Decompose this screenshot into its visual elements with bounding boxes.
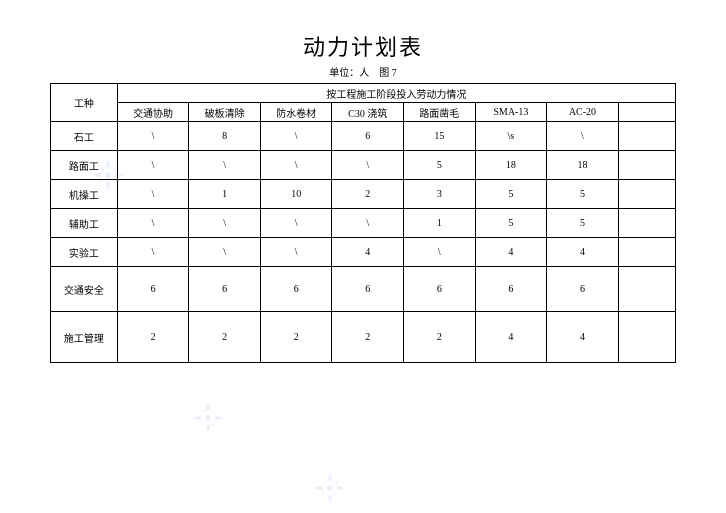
cell: \ (260, 238, 332, 267)
cell: 6 (332, 122, 404, 151)
subtitle-fig: 图 7 (379, 68, 397, 79)
header-merged: 按工程施工阶段投入劳动力情况 (117, 84, 675, 103)
subtitle-unit: 单位：人 (329, 68, 369, 79)
cell: \ (189, 238, 261, 267)
cell: \ (117, 238, 189, 267)
cell: \ (117, 151, 189, 180)
cell: 3 (404, 180, 476, 209)
cell: 6 (404, 267, 476, 312)
cell: \ (117, 180, 189, 209)
phase-header: 路面凿毛 (404, 103, 476, 122)
row-name: 交通安全 (51, 267, 118, 312)
cell-empty (618, 267, 675, 312)
row-name: 实验工 (51, 238, 118, 267)
cell: \ (404, 238, 476, 267)
cell: 18 (547, 151, 619, 180)
cell: 8 (189, 122, 261, 151)
cell: \ (117, 122, 189, 151)
page-title: 动力计划表 (50, 30, 676, 62)
phase-header: C30 浇筑 (332, 103, 404, 122)
cell: 6 (332, 267, 404, 312)
cell: \ (117, 209, 189, 238)
phase-header-empty (618, 103, 675, 122)
cell: \ (547, 122, 619, 151)
cell: 15 (404, 122, 476, 151)
row-name: 施工管理 (51, 312, 118, 363)
cell: 4 (547, 238, 619, 267)
phase-header: AC-20 (547, 103, 619, 122)
cell: 18 (475, 151, 547, 180)
cell: 4 (475, 312, 547, 363)
cell: \ (332, 209, 404, 238)
cell-empty (618, 312, 675, 363)
cell: 4 (475, 238, 547, 267)
cell: \s (475, 122, 547, 151)
phase-header: 破板清除 (189, 103, 261, 122)
watermark-icon (188, 398, 228, 438)
cell: 4 (547, 312, 619, 363)
cell: 2 (332, 312, 404, 363)
phase-header: 交通协助 (117, 103, 189, 122)
cell-empty (618, 122, 675, 151)
cell: \ (332, 151, 404, 180)
row-name: 机操工 (51, 180, 118, 209)
cell: \ (260, 122, 332, 151)
row-name: 辅助工 (51, 209, 118, 238)
cell-empty (618, 209, 675, 238)
cell: \ (260, 151, 332, 180)
cell: 2 (189, 312, 261, 363)
cell: 5 (475, 180, 547, 209)
cell-empty (618, 151, 675, 180)
cell: 6 (547, 267, 619, 312)
page-subtitle: 单位：人 图 7 (50, 64, 676, 79)
cell: 1 (404, 209, 476, 238)
cell: \ (189, 209, 261, 238)
cell: 5 (404, 151, 476, 180)
cell: \ (189, 151, 261, 180)
cell: 6 (117, 267, 189, 312)
cell: 6 (189, 267, 261, 312)
cell: 4 (332, 238, 404, 267)
cell: 5 (547, 209, 619, 238)
cell-empty (618, 180, 675, 209)
cell-empty (618, 238, 675, 267)
cell: 1 (189, 180, 261, 209)
page-container: 动力计划表 单位：人 图 7 工种 按工程施工阶段投入劳动力情况 交通协助 破板… (0, 0, 726, 383)
cell: 6 (475, 267, 547, 312)
plan-table: 工种 按工程施工阶段投入劳动力情况 交通协助 破板清除 防水卷材 C30 浇筑 … (50, 83, 676, 363)
phase-header: 防水卷材 (260, 103, 332, 122)
cell: 6 (260, 267, 332, 312)
row-name: 石工 (51, 122, 118, 151)
row-name: 路面工 (51, 151, 118, 180)
cell: 10 (260, 180, 332, 209)
cell: 5 (547, 180, 619, 209)
cell: 2 (117, 312, 189, 363)
cell: 5 (475, 209, 547, 238)
cell: 2 (332, 180, 404, 209)
cell: \ (260, 209, 332, 238)
header-type: 工种 (51, 84, 118, 122)
cell: 2 (404, 312, 476, 363)
watermark-icon (310, 468, 350, 508)
cell: 2 (260, 312, 332, 363)
phase-header: SMA-13 (475, 103, 547, 122)
